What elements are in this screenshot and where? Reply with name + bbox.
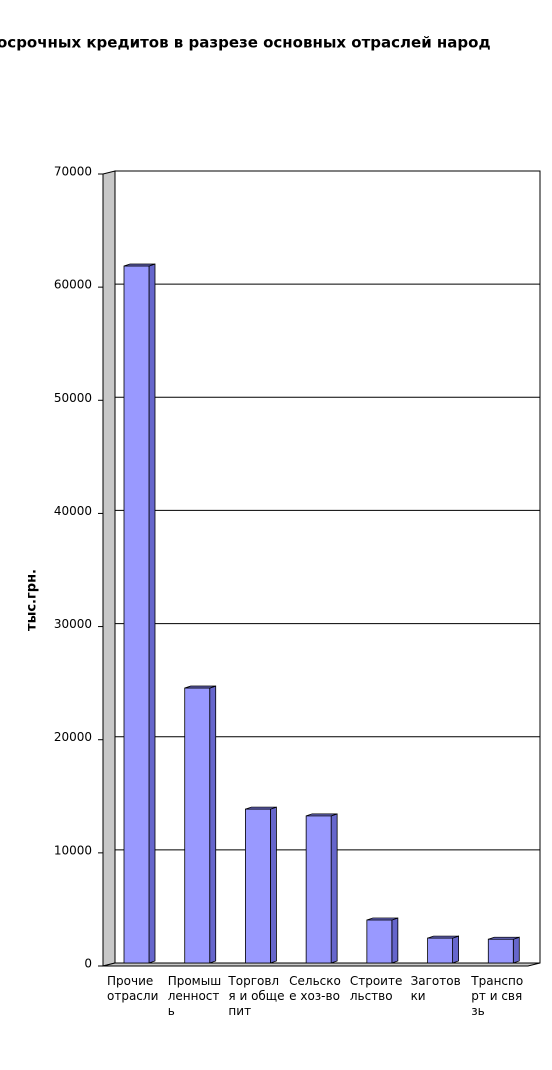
bar-side: [148, 263, 156, 964]
bar: [305, 815, 332, 964]
x-tick-label: Промышленность: [167, 974, 222, 1018]
bar-side: [270, 806, 277, 964]
bar-side: [512, 936, 520, 964]
x-tick-label: Прочие отрасли: [107, 974, 159, 1003]
y-tick-label: 20000: [54, 730, 92, 744]
chart-title: осрочных кредитов в разрезе основных отр…: [0, 34, 491, 52]
y-axis-label: тыс.грн.: [25, 569, 40, 631]
x-tick-label: Сельское хоз-во: [289, 974, 341, 1003]
bar: [427, 937, 453, 964]
y-tick-label: 60000: [54, 278, 92, 292]
bar: [245, 808, 271, 964]
bar: [366, 919, 393, 964]
y-tick-label: 70000: [54, 165, 92, 179]
y-tick-label: 0: [84, 957, 92, 971]
bar: [487, 938, 514, 964]
bar-side: [391, 917, 399, 964]
bar-side: [330, 813, 338, 964]
side-wall: [102, 170, 116, 967]
bar: [123, 265, 150, 964]
y-tick-label: 40000: [54, 504, 92, 518]
bar-side: [209, 685, 217, 964]
y-tick-label: 50000: [54, 391, 92, 405]
x-tick-label: Торговля и общепит: [228, 974, 285, 1018]
bar-side: [452, 935, 459, 964]
y-tick-label: 10000: [54, 843, 92, 857]
x-tick-label: Заготовки: [410, 974, 461, 1003]
x-tick-label: Строительство: [349, 974, 403, 1003]
x-tick-label: Транспорт и связь: [471, 974, 524, 1018]
y-tick-label: 30000: [54, 617, 92, 631]
bar: [184, 687, 211, 964]
